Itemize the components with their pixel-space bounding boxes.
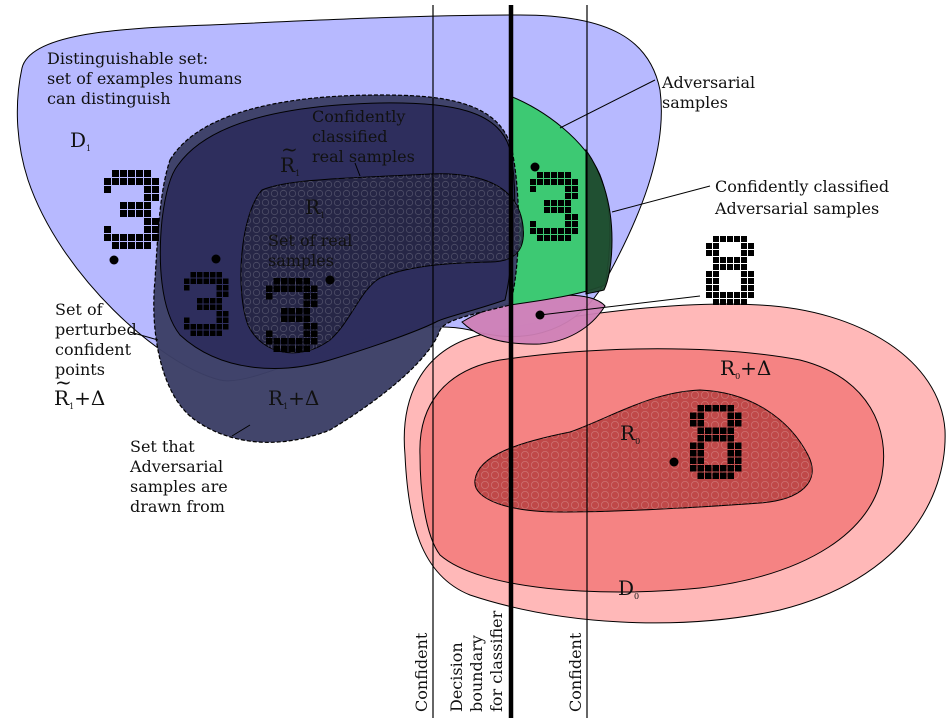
label-distinguishable-line3: can distinguish <box>47 89 171 108</box>
label-conf-adv: Confidently classified Adversarial sampl… <box>714 177 889 218</box>
label-conf-adv-line2: Adversarial samples <box>714 199 879 218</box>
label-drawn-from-line3: samples are <box>130 477 228 496</box>
point-r1-tilde <box>211 254 221 264</box>
label-drawn-from-line2: Adversarial <box>129 457 223 476</box>
pointer-overlap-digit <box>539 295 701 316</box>
symbol-d1: D1 <box>70 128 91 153</box>
label-adversarial-line1: Adversarial <box>661 73 755 92</box>
label-perturbed-line2: perturbed <box>55 320 137 339</box>
point-adversarial <box>530 162 540 172</box>
label-real-line1: Set of real <box>268 231 352 250</box>
digit-r1-3 <box>266 278 318 352</box>
svg-text:~: ~ <box>55 370 72 394</box>
point-r0 <box>669 457 679 467</box>
label-real-line2: samples <box>268 251 334 270</box>
point-overlap <box>535 310 545 320</box>
label-conf-real-line1: Confidently <box>312 107 405 126</box>
point-r1 <box>325 275 335 285</box>
label-decision-boundary: Decision boundary for classifier <box>447 610 506 712</box>
pointer-conf-real <box>354 162 361 177</box>
label-confident-right: Confident <box>566 632 585 712</box>
label-real: Set of real samples <box>268 231 352 270</box>
digit-r1tilde-3 <box>184 272 229 336</box>
symbol-r0-delta: R0+Δ <box>720 356 771 381</box>
label-adversarial-line2: samples <box>662 93 728 112</box>
pointer-conf-adv <box>611 185 711 213</box>
label-distinguishable-line2: set of examples humans <box>47 69 242 88</box>
point-d1 <box>109 255 119 265</box>
symbol-d0: D0 <box>618 576 639 601</box>
label-perturbed-line1: Set of <box>55 300 104 319</box>
label-conf-real-line3: real samples <box>312 147 415 166</box>
pointer-perturbed <box>129 331 159 341</box>
digit-d1-3 <box>104 170 159 249</box>
symbol-r1: R1 <box>305 195 325 220</box>
pointer-drawn-from <box>231 424 251 437</box>
label-drawn-from-line4: drawn from <box>130 497 225 516</box>
svg-text:R1+Δ: R1+Δ <box>54 386 105 411</box>
label-drawn-from-line1: Set that <box>130 437 195 456</box>
label-perturbed-line3: confident <box>55 340 132 359</box>
symbol-r1-tilde-delta: R1+Δ ~ <box>54 370 105 411</box>
digit-adv-3 <box>530 172 578 241</box>
label-distinguishable-line1: Distinguishable set: <box>47 49 208 68</box>
symbol-r1-tilde: R1 ~ <box>280 137 300 178</box>
symbol-r1-delta: R1+Δ <box>268 386 319 411</box>
label-decision-line3: for classifier <box>487 610 506 712</box>
region-conf-adversarial <box>585 148 613 295</box>
label-adversarial: Adversarial samples <box>661 73 755 112</box>
label-perturbed: Set of perturbed confident points <box>55 300 137 379</box>
label-perturbed-line4: points <box>55 360 105 379</box>
svg-text:~: ~ <box>281 137 298 161</box>
label-conf-adv-line1: Confidently classified <box>715 177 889 196</box>
label-conf-real-line2: classified <box>312 127 388 146</box>
label-drawn-from: Set that Adversarial samples are drawn f… <box>129 437 228 516</box>
digit-r0-8 <box>690 405 742 479</box>
label-conf-real: Confidently classified real samples <box>312 107 415 166</box>
label-decision-line2: boundary <box>467 635 486 712</box>
label-confident-left: Confident <box>412 632 431 712</box>
label-distinguishable: Distinguishable set: set of examples hum… <box>47 49 242 108</box>
digit-overlap-8 <box>706 236 754 305</box>
svg-text:R1: R1 <box>280 153 300 178</box>
label-decision-line1: Decision <box>447 642 466 712</box>
pointer-adversarial <box>559 79 656 129</box>
symbol-r0: R0 <box>620 421 640 446</box>
